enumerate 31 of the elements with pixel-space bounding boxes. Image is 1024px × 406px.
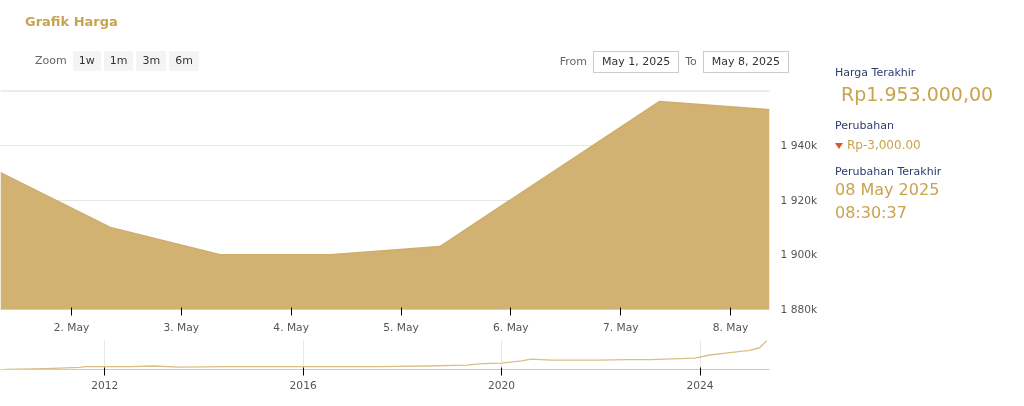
text: To	[685, 55, 697, 68]
y-tick-label: 1 900k	[780, 248, 819, 262]
x-tick-label: 7. May	[602, 320, 639, 334]
text: May 8, 2025	[702, 51, 789, 73]
text: 6m	[169, 51, 199, 71]
y-tick-label: 1 920k	[780, 193, 819, 207]
x-tick-label: 2012	[91, 378, 119, 392]
x-tick-label: 6. May	[493, 320, 529, 334]
x-tick-label: 5. May	[383, 320, 419, 334]
text: Rp1.953.000,00	[840, 81, 995, 107]
text: 08 May 2025 08:30:37	[835, 179, 941, 225]
text: Harga Terakhir	[835, 65, 917, 81]
text: From	[559, 55, 587, 68]
text: Zoom	[35, 54, 67, 67]
x-tick-label: 4. May	[273, 320, 309, 334]
y-tick-label: 1 940k	[780, 138, 819, 152]
text: Perubahan Terakhir	[835, 163, 943, 180]
text: 1w	[72, 51, 101, 71]
x-tick-label: 2020	[488, 378, 516, 392]
text: Rp-3,000.00	[846, 136, 922, 154]
text: 1m	[103, 51, 134, 71]
text: 3m	[136, 51, 167, 71]
x-tick-label: 3. May	[163, 320, 200, 334]
x-tick-label: 2. May	[53, 320, 90, 334]
text: Perubahan	[835, 117, 895, 134]
x-tick-label: 2016	[289, 378, 317, 392]
x-tick-label: 8. May	[712, 320, 749, 334]
y-tick-label: 1 880k	[780, 303, 819, 316]
x-tick-label: 2024	[686, 378, 714, 392]
text: May 1, 2025	[592, 51, 680, 73]
chart-title: Grafik Harga	[24, 13, 118, 31]
